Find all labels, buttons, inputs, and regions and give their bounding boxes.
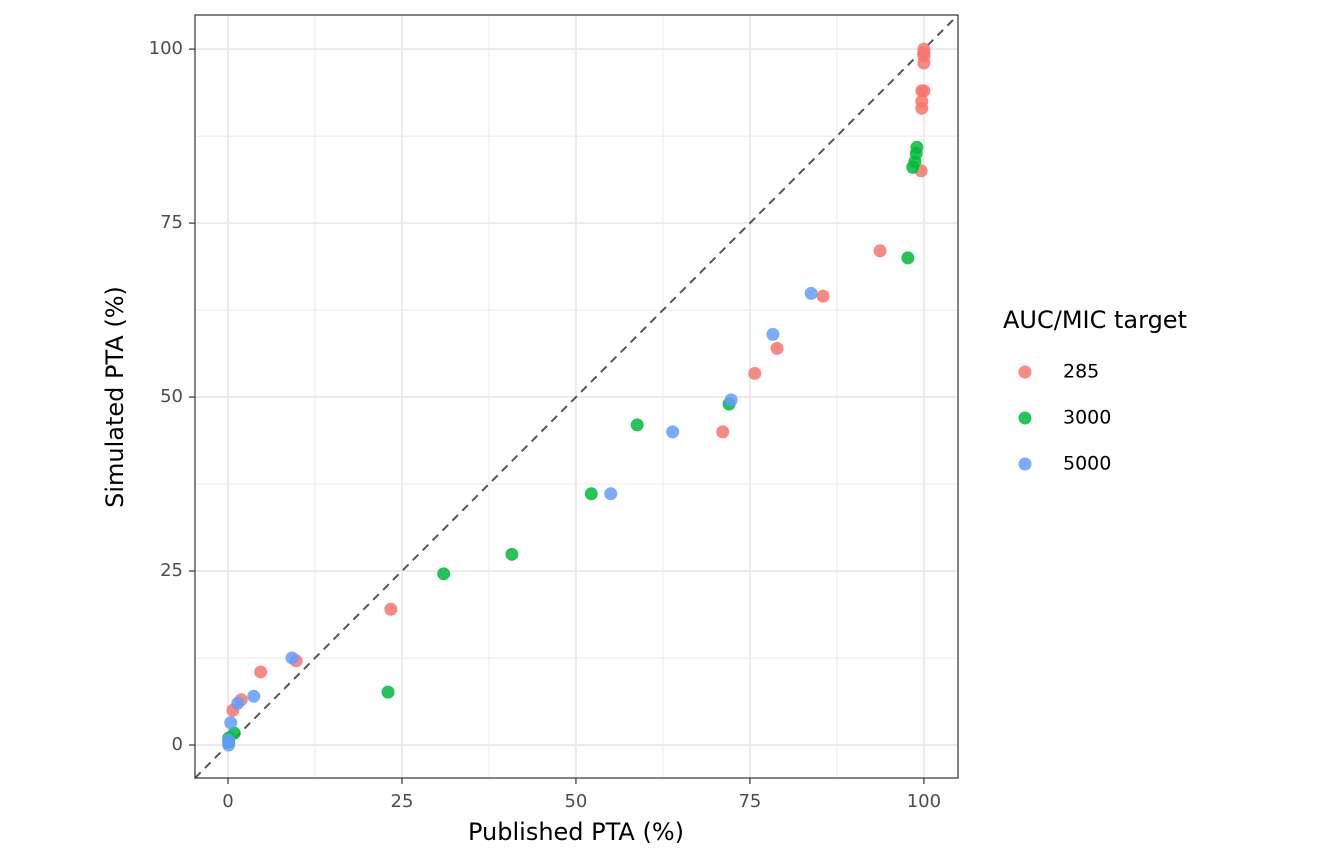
x-tick-label: 25 <box>391 791 414 812</box>
legend-key <box>1018 365 1032 379</box>
y-tick-label: 25 <box>160 560 183 581</box>
point <box>254 665 268 679</box>
y-tick-label: 50 <box>160 386 183 407</box>
reference-line <box>194 14 959 779</box>
point <box>716 425 730 439</box>
point <box>917 56 931 70</box>
legend-key <box>1018 457 1032 471</box>
point <box>770 341 784 355</box>
legend-label: 285 <box>1063 361 1099 383</box>
point <box>231 696 245 710</box>
point <box>285 651 299 665</box>
point <box>748 366 762 380</box>
y-tick-label: 0 <box>172 734 183 755</box>
y-tick-label: 100 <box>149 38 183 59</box>
legend-label: 5000 <box>1063 453 1111 475</box>
point <box>724 393 738 407</box>
x-axis-title: Published PTA (%) <box>468 818 684 846</box>
point <box>666 425 680 439</box>
point <box>901 251 915 265</box>
panel-border <box>194 14 959 779</box>
point <box>804 286 818 300</box>
x-tick-label: 75 <box>738 791 761 812</box>
point <box>604 487 618 501</box>
point <box>915 101 929 115</box>
point <box>630 418 644 432</box>
legend-title: AUC/MIC target <box>1003 306 1187 334</box>
point <box>917 84 931 98</box>
point <box>381 685 395 699</box>
y-axis-title: Simulated PTA (%) <box>101 286 129 508</box>
x-tick-label: 100 <box>907 791 941 812</box>
y-tick-label: 75 <box>160 212 183 233</box>
point <box>222 738 236 752</box>
point <box>384 602 398 616</box>
x-tick-label: 50 <box>564 791 587 812</box>
point <box>584 487 598 501</box>
point <box>505 547 519 561</box>
point <box>224 716 238 730</box>
x-tick-label: 0 <box>222 791 233 812</box>
point <box>873 244 887 258</box>
point <box>247 689 261 703</box>
point <box>816 289 830 303</box>
point <box>906 160 920 174</box>
point <box>437 567 451 581</box>
legend-label: 3000 <box>1063 407 1111 429</box>
point <box>766 327 780 341</box>
legend-key <box>1018 411 1032 425</box>
